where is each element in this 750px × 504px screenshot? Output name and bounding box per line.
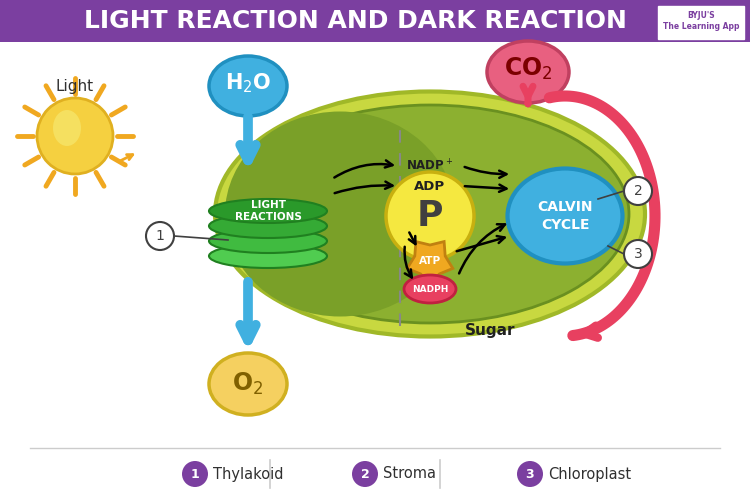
- Bar: [0, 0, 750, 42]
- Ellipse shape: [209, 56, 287, 116]
- Text: 1: 1: [155, 229, 164, 243]
- Circle shape: [352, 461, 378, 487]
- Ellipse shape: [209, 229, 327, 253]
- Text: Thylakoid: Thylakoid: [213, 467, 284, 481]
- Ellipse shape: [209, 214, 327, 238]
- Ellipse shape: [225, 111, 455, 317]
- Text: Light: Light: [56, 79, 94, 94]
- Text: 2: 2: [361, 468, 369, 480]
- Text: BYJU'S
The Learning App: BYJU'S The Learning App: [663, 11, 740, 31]
- Text: 2: 2: [634, 184, 642, 198]
- Text: Sugar: Sugar: [465, 324, 515, 339]
- Text: P: P: [417, 199, 443, 233]
- Bar: [658, 6, 744, 39]
- Text: ATP: ATP: [419, 256, 441, 266]
- Text: H$_2$O: H$_2$O: [225, 71, 271, 95]
- Text: 1: 1: [190, 468, 200, 480]
- Ellipse shape: [487, 41, 569, 103]
- Ellipse shape: [508, 168, 622, 264]
- Ellipse shape: [231, 105, 629, 323]
- Text: O$_2$: O$_2$: [232, 371, 263, 397]
- Circle shape: [146, 222, 174, 250]
- Ellipse shape: [209, 353, 287, 415]
- Circle shape: [386, 172, 474, 260]
- Circle shape: [182, 461, 208, 487]
- Text: 3: 3: [526, 468, 534, 480]
- Text: NADPH: NADPH: [412, 284, 448, 293]
- Ellipse shape: [209, 244, 327, 268]
- Circle shape: [624, 177, 652, 205]
- Text: 3: 3: [634, 247, 642, 261]
- Text: LIGHT REACTION AND DARK REACTION: LIGHT REACTION AND DARK REACTION: [83, 9, 626, 33]
- Circle shape: [517, 461, 543, 487]
- Ellipse shape: [215, 92, 645, 337]
- Text: CO$_2$: CO$_2$: [504, 56, 552, 82]
- Text: Chloroplast: Chloroplast: [548, 467, 632, 481]
- Ellipse shape: [209, 199, 327, 223]
- Circle shape: [37, 98, 113, 174]
- Ellipse shape: [53, 110, 81, 146]
- Text: LIGHT
REACTIONS: LIGHT REACTIONS: [235, 200, 302, 222]
- Text: NADP$^+$: NADP$^+$: [406, 158, 454, 174]
- Ellipse shape: [404, 275, 456, 303]
- Text: ADP: ADP: [415, 179, 446, 193]
- Polygon shape: [407, 241, 453, 285]
- Text: CALVIN
CYCLE: CALVIN CYCLE: [537, 201, 592, 232]
- Text: Stroma: Stroma: [383, 467, 436, 481]
- Circle shape: [624, 240, 652, 268]
